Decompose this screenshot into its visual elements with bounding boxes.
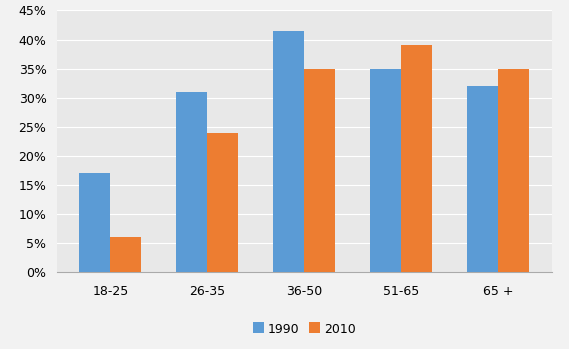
- Bar: [80, 173, 110, 272]
- Legend: 1990, 2010: 1990, 2010: [248, 318, 361, 341]
- Bar: [208, 133, 238, 272]
- Bar: [273, 31, 304, 272]
- Bar: [370, 69, 401, 272]
- Bar: [498, 69, 529, 272]
- Bar: [176, 92, 208, 272]
- Bar: [304, 69, 336, 272]
- Bar: [467, 86, 498, 272]
- Bar: [110, 237, 142, 272]
- Bar: [401, 45, 432, 272]
